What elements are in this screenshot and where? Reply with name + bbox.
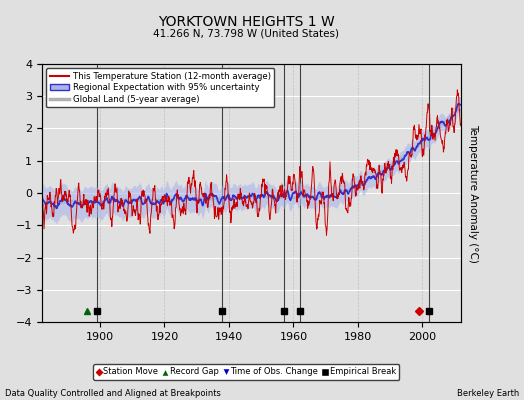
Text: YORKTOWN HEIGHTS 1 W: YORKTOWN HEIGHTS 1 W [158, 15, 335, 29]
Y-axis label: Temperature Anomaly (°C): Temperature Anomaly (°C) [468, 124, 478, 262]
Legend: Station Move, Record Gap, Time of Obs. Change, Empirical Break: Station Move, Record Gap, Time of Obs. C… [93, 364, 399, 380]
Legend: This Temperature Station (12-month average), Regional Expectation with 95% uncer: This Temperature Station (12-month avera… [46, 68, 275, 107]
Text: 41.266 N, 73.798 W (United States): 41.266 N, 73.798 W (United States) [154, 28, 339, 38]
Text: Data Quality Controlled and Aligned at Breakpoints: Data Quality Controlled and Aligned at B… [5, 389, 221, 398]
Text: Berkeley Earth: Berkeley Earth [456, 389, 519, 398]
